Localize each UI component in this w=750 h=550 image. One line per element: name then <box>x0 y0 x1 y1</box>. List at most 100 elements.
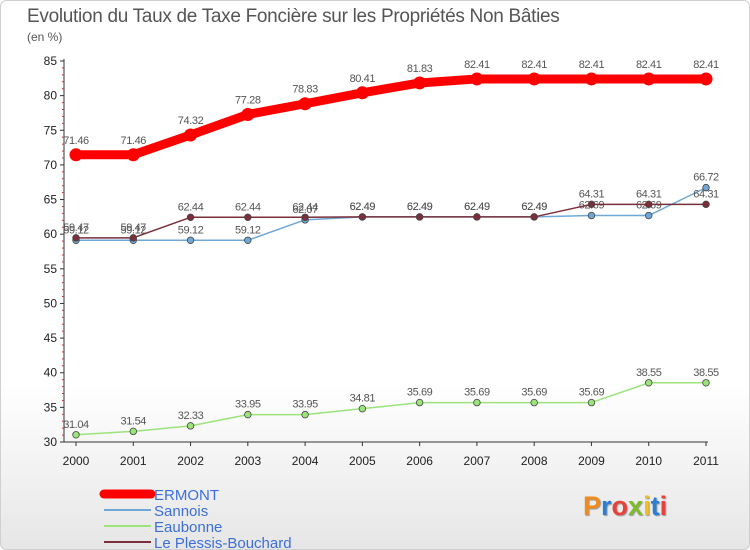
data-label-le-plessis-bouchard: 64.31 <box>636 188 662 200</box>
data-label-sannois: 66.72 <box>693 172 719 184</box>
logo-letter: x <box>628 491 644 521</box>
data-label-le-plessis-bouchard: 62.49 <box>350 201 376 213</box>
data-point-eaubonne <box>702 379 710 387</box>
y-tick-label: 80 <box>44 89 58 103</box>
data-label-ermont: 81.83 <box>407 63 433 75</box>
data-label-ermont: 82.41 <box>521 59 547 71</box>
data-label-ermont: 74.32 <box>178 115 204 127</box>
data-point-eaubonne <box>415 398 424 407</box>
data-label-sannois: 62.49 <box>350 201 376 213</box>
legend-item-sannois: Sannois <box>104 503 208 520</box>
data-label-eaubonne: 34.81 <box>350 393 376 405</box>
data-label-sannois: 59.12 <box>121 224 147 236</box>
data-label-eaubonne: 32.33 <box>178 410 204 422</box>
data-label-ermont: 82.41 <box>636 59 662 71</box>
x-tick-label: 2002 <box>177 454 204 468</box>
data-label-eaubonne: 35.69 <box>521 387 547 399</box>
y-tick-label: 70 <box>44 158 58 172</box>
data-point-eaubonne <box>473 398 481 407</box>
x-tick-label: 2009 <box>578 454 605 468</box>
data-label-sannois: 59.12 <box>178 224 204 236</box>
data-label-le-plessis-bouchard: 59.47 <box>63 222 89 234</box>
data-label-le-plessis-bouchard: 62.49 <box>464 201 490 213</box>
data-point-eaubonne <box>645 379 653 387</box>
data-point-sannois <box>645 211 653 220</box>
data-label-eaubonne: 38.55 <box>636 367 662 379</box>
data-point-sannois <box>702 183 710 192</box>
data-label-le-plessis-bouchard: 62.44 <box>292 201 318 213</box>
y-tick-label: 65 <box>44 193 58 207</box>
y-tick-label: 40 <box>44 366 58 380</box>
series-sannois: 59.12 59.12 59.12 59.12 62.07 62.49 62.49 62.49… <box>63 172 719 244</box>
data-label-ermont: 71.46 <box>63 135 89 147</box>
logo-letter: o <box>611 491 629 521</box>
y-tick-label: 45 <box>44 331 58 345</box>
logo-letter: i <box>659 491 668 521</box>
series-line-ermont <box>71 74 711 160</box>
data-label-sannois: 62.07 <box>292 204 318 216</box>
data-point-eaubonne <box>244 410 252 419</box>
data-point-eaubonne <box>530 398 538 407</box>
data-label-eaubonne: 31.54 <box>121 415 147 427</box>
data-label-eaubonne: 31.04 <box>63 419 89 431</box>
y-tick-label: 35 <box>44 400 58 414</box>
y-tick-label: 60 <box>44 227 58 241</box>
series-le-plessis-bouchard: 59.47 59.47 62.44 62.44 62.44 62.49 62.49 62.49… <box>63 188 719 242</box>
y-tick-label: 75 <box>44 123 58 137</box>
series-line-eaubonne <box>75 382 707 436</box>
y-tick-label: 85 <box>44 54 58 68</box>
x-tick-label: 2011 <box>693 454 719 468</box>
data-label-le-plessis-bouchard: 62.44 <box>235 201 261 213</box>
x-tick-label: 2003 <box>234 454 261 468</box>
data-point-eaubonne <box>129 427 137 436</box>
data-point-le-plessis-bouchard <box>129 234 137 242</box>
data-label-ermont: 82.41 <box>464 59 490 71</box>
legend-label-sannois: Sannois <box>154 503 208 520</box>
data-label-le-plessis-bouchard: 62.44 <box>178 201 204 213</box>
x-tick-label: 2005 <box>349 454 376 468</box>
data-point-ermont <box>184 128 198 142</box>
y-tick-label: 30 <box>44 435 58 449</box>
x-tick-label: 2004 <box>292 454 319 468</box>
x-tick-label: 2001 <box>120 454 147 468</box>
data-label-ermont: 77.28 <box>235 94 261 106</box>
data-point-eaubonne <box>587 398 596 407</box>
legend-item-le-plessis-bouchard: Le Plessis-Bouchard <box>104 535 292 549</box>
data-point-le-plessis-bouchard <box>301 213 309 221</box>
y-tick-label: 50 <box>44 296 58 310</box>
series-eaubonne: 31.04 31.54 32.33 33.95 33.95 34.81 35.69 35.69… <box>63 367 719 439</box>
data-point-ermont <box>241 107 255 121</box>
data-point-le-plessis-bouchard <box>358 213 367 221</box>
x-tick-label: 2007 <box>464 454 491 468</box>
data-label-le-plessis-bouchard: 62.49 <box>407 201 433 213</box>
series-line-le-plessis-bouchard <box>75 203 707 239</box>
data-label-ermont: 71.46 <box>121 135 147 147</box>
data-label-ermont: 78.83 <box>292 84 318 96</box>
data-label-sannois: 62.49 <box>407 201 433 213</box>
data-label-eaubonne: 33.95 <box>292 399 318 411</box>
logo-letter: r <box>601 491 612 521</box>
data-point-sannois <box>186 236 195 244</box>
chart-unit-label: (en %) <box>27 30 63 44</box>
data-point-le-plessis-bouchard <box>530 213 538 221</box>
data-label-sannois: 59.12 <box>63 224 89 236</box>
data-point-le-plessis-bouchard <box>473 213 481 221</box>
data-point-eaubonne <box>72 431 80 439</box>
legend-label-eaubonne: Eaubonne <box>154 519 222 536</box>
data-point-ermont <box>699 72 713 86</box>
proxiti-logo: Proxiti <box>583 491 667 522</box>
logo-letter: i <box>643 491 651 521</box>
logo-letter: t <box>650 491 660 521</box>
data-label-ermont: 80.41 <box>350 73 376 85</box>
series-line-sannois <box>75 186 707 242</box>
data-point-ermont <box>527 72 541 86</box>
data-point-ermont <box>642 72 656 86</box>
data-point-ermont <box>298 97 312 111</box>
data-label-le-plessis-bouchard: 62.49 <box>521 201 547 213</box>
y-tick-label: 55 <box>44 262 58 276</box>
data-point-sannois <box>587 211 596 220</box>
logo-letter: P <box>583 491 602 521</box>
data-point-ermont <box>584 72 598 86</box>
